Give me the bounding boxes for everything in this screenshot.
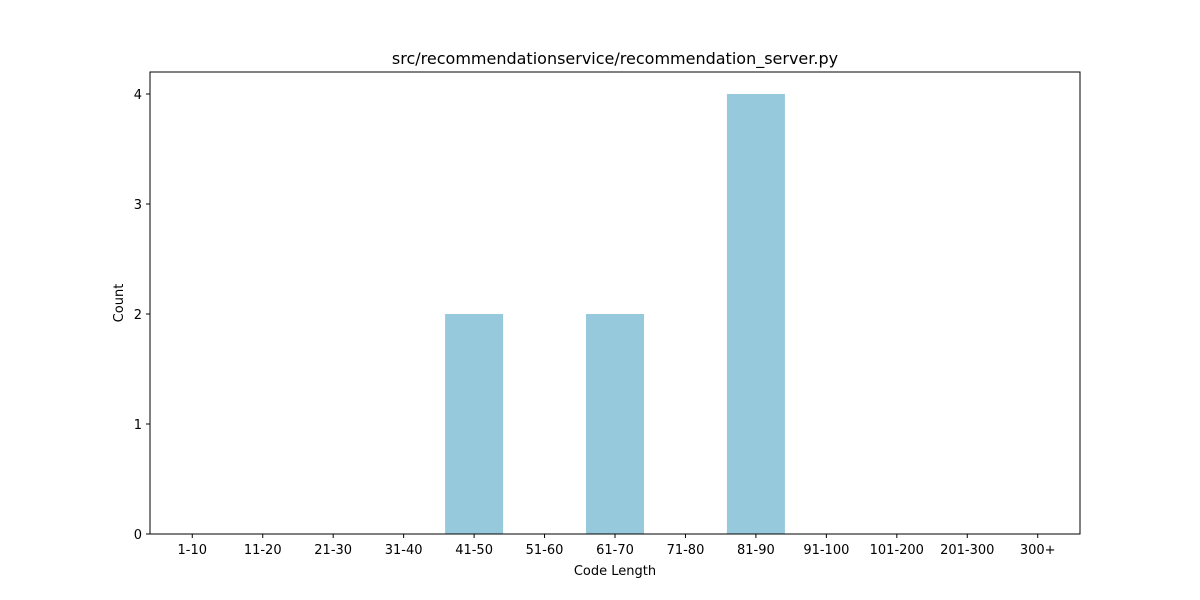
chart-title: src/recommendationservice/recommendation… xyxy=(392,49,838,69)
x-tick-label: 300+ xyxy=(1020,543,1056,558)
y-tick-label: 0 xyxy=(134,528,142,543)
y-axis-label: Count xyxy=(112,284,127,323)
x-tick-label: 61-70 xyxy=(596,543,634,558)
x-tick-label: 101-200 xyxy=(870,543,924,558)
x-tick-label: 81-90 xyxy=(737,543,775,558)
x-tick-label: 41-50 xyxy=(455,543,493,558)
x-tick-label: 71-80 xyxy=(667,543,705,558)
y-ticks-group: 0 1 2 3 4 xyxy=(134,88,150,543)
x-tick-label: 21-30 xyxy=(314,543,352,558)
plot-frame xyxy=(149,71,1081,535)
bar-81-90 xyxy=(726,94,785,534)
bar-61-70 xyxy=(586,314,644,534)
bar-41-50 xyxy=(445,314,504,534)
y-tick-label: 2 xyxy=(134,308,142,323)
y-tick-label: 1 xyxy=(134,418,142,433)
y-tick-label: 3 xyxy=(134,198,142,213)
bars-group xyxy=(445,94,785,534)
x-tick-label: 201-300 xyxy=(940,543,994,558)
x-ticks-group: 1-10 11-20 21-30 31-40 41-50 51-60 61-70 71-80 8… xyxy=(178,534,1056,558)
y-tick-label: 4 xyxy=(134,88,142,103)
x-tick-label: 31-40 xyxy=(385,543,423,558)
x-tick-label: 11-20 xyxy=(244,543,282,558)
x-tick-label: 1-10 xyxy=(178,543,208,558)
x-tick-label: 91-100 xyxy=(803,543,849,558)
x-axis-label: Code Length xyxy=(574,564,656,579)
x-tick-label: 51-60 xyxy=(526,543,564,558)
